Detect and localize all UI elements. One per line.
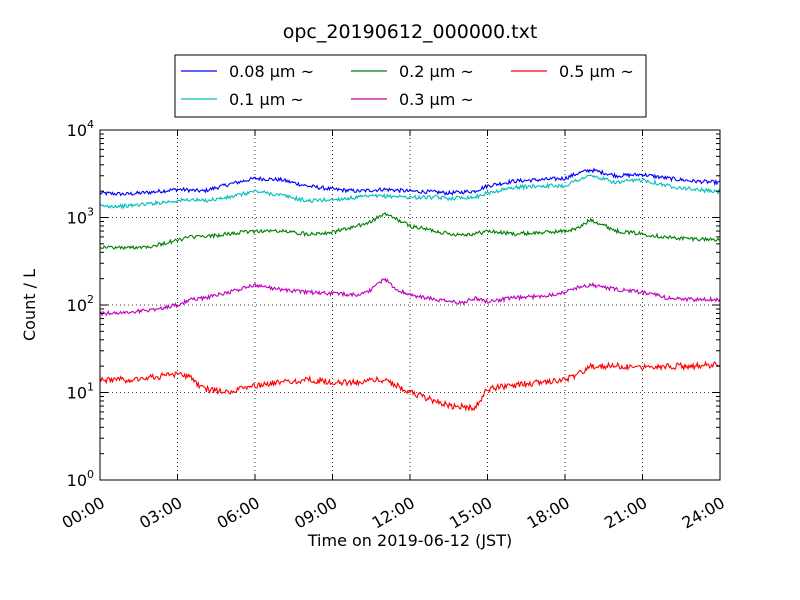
chart-title: opc_20190612_000000.txt [283,21,538,43]
grid [100,130,720,480]
y-tick-label: 102 [67,293,94,315]
series-line [99,174,721,210]
x-axis-label: Time on 2019-06-12 (JST) [307,531,512,550]
legend-label: 0.5 μm ~ [559,62,634,81]
y-axis-label: Count / L [20,269,39,341]
legend: 0.08 μm ~ 0.1 μm ~ 0.2 μm ~ 0.3 μm ~ 0.5 μm … [174,54,647,118]
y-tick-label: 100 [67,468,94,490]
legend-label: 0.08 μm ~ [229,62,314,81]
y-tick-label: 104 [67,118,94,140]
series-line [99,277,721,317]
series-layer [99,167,721,412]
legend-label: 0.3 μm ~ [399,90,474,109]
legend-label: 0.2 μm ~ [399,62,474,81]
series-line [99,167,721,197]
legend-box [174,54,647,118]
y-tick-label: 103 [67,206,94,228]
series-line [99,211,721,251]
series-line [99,360,721,412]
y-tick-label: 101 [67,381,94,403]
legend-label: 0.1 μm ~ [229,90,304,109]
